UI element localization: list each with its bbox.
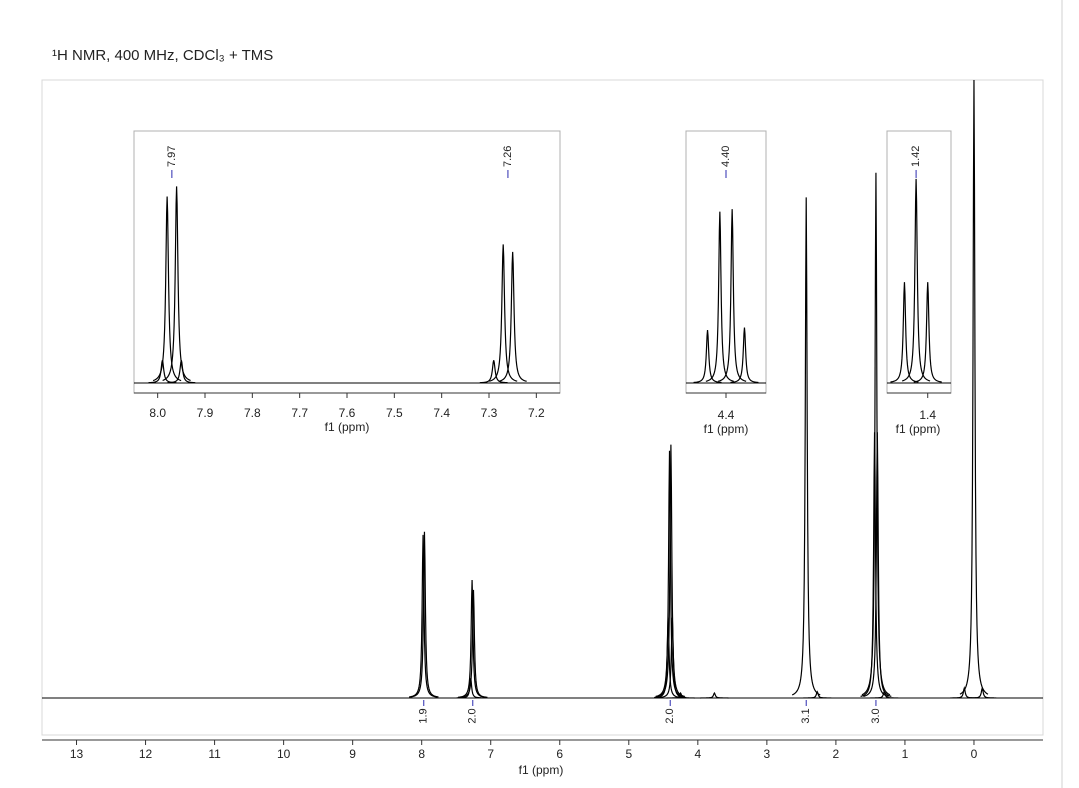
- peak: [666, 691, 695, 699]
- peak-label: 7.26: [502, 146, 514, 167]
- x-tick-label: 1.4: [919, 408, 936, 422]
- x-tick-label: 7.2: [528, 406, 545, 420]
- x-tick-label: 6: [556, 747, 563, 761]
- peak: [700, 691, 729, 699]
- x-tick-label: 4: [694, 747, 701, 761]
- peak: [959, 79, 989, 695]
- peak: [870, 690, 899, 699]
- integral-label: 3.0: [870, 708, 882, 723]
- peak: [890, 282, 919, 383]
- peak: [410, 531, 439, 698]
- integral-label: 1.9: [418, 708, 430, 723]
- peak: [162, 186, 191, 382]
- peak: [901, 178, 931, 382]
- x-tick-label: 3: [764, 747, 771, 761]
- x-tick-label: 1: [902, 747, 909, 761]
- x-tick-label: 2: [833, 747, 840, 761]
- x-tick-label: 7.8: [244, 406, 261, 420]
- x-tick-label: 7.3: [481, 406, 498, 420]
- peak: [705, 211, 734, 382]
- peak: [459, 589, 488, 698]
- peak-label: 1.42: [910, 146, 922, 167]
- x-tick-label: 8.0: [149, 406, 166, 420]
- x-tick-label: 7.5: [386, 406, 403, 420]
- peak: [693, 330, 722, 384]
- x-tick-label: 13: [70, 747, 84, 761]
- x-tick-label: 7.7: [291, 406, 308, 420]
- peak: [791, 197, 821, 696]
- x-tick-label: 10: [277, 747, 291, 761]
- integral-label: 2.0: [467, 708, 479, 723]
- peak: [861, 172, 891, 696]
- x-axis-label: f1 (ppm): [896, 422, 941, 436]
- peak: [658, 617, 687, 699]
- x-tick-label: 4.4: [718, 408, 735, 422]
- x-axis-label: f1 (ppm): [519, 763, 564, 777]
- x-axis-label: f1 (ppm): [704, 422, 749, 436]
- peak: [479, 360, 508, 384]
- peak: [913, 282, 942, 383]
- plot-frame: [41, 79, 1044, 736]
- inset-frame: [133, 130, 561, 394]
- x-tick-label: 7: [487, 747, 494, 761]
- x-axis-label: f1 (ppm): [325, 420, 370, 434]
- peak: [863, 432, 892, 697]
- x-tick-label: 7.4: [433, 406, 450, 420]
- chart-title: ¹H NMR, 400 MHz, CDCl₃ + TMS: [52, 47, 273, 64]
- peak: [730, 327, 759, 384]
- x-tick-label: 5: [625, 747, 632, 761]
- x-tick-label: 0: [971, 747, 978, 761]
- x-tick-label: 8: [418, 747, 425, 761]
- peak: [655, 450, 684, 698]
- integral-label: 3.1: [800, 708, 812, 723]
- peak: [498, 251, 527, 382]
- peak-label: 4.40: [720, 146, 732, 167]
- peak-label: 7.97: [166, 146, 178, 167]
- x-tick-label: 9: [349, 747, 356, 761]
- x-tick-label: 12: [139, 747, 153, 761]
- x-tick-label: 7.6: [339, 406, 356, 420]
- peak: [489, 244, 518, 382]
- peak: [803, 690, 832, 699]
- peak: [152, 196, 182, 382]
- peak: [968, 685, 997, 699]
- integral-label: 2.0: [664, 708, 676, 723]
- x-tick-label: 11: [208, 747, 221, 761]
- peak: [167, 360, 196, 384]
- x-tick-label: 7.9: [197, 406, 214, 420]
- peak: [717, 209, 747, 382]
